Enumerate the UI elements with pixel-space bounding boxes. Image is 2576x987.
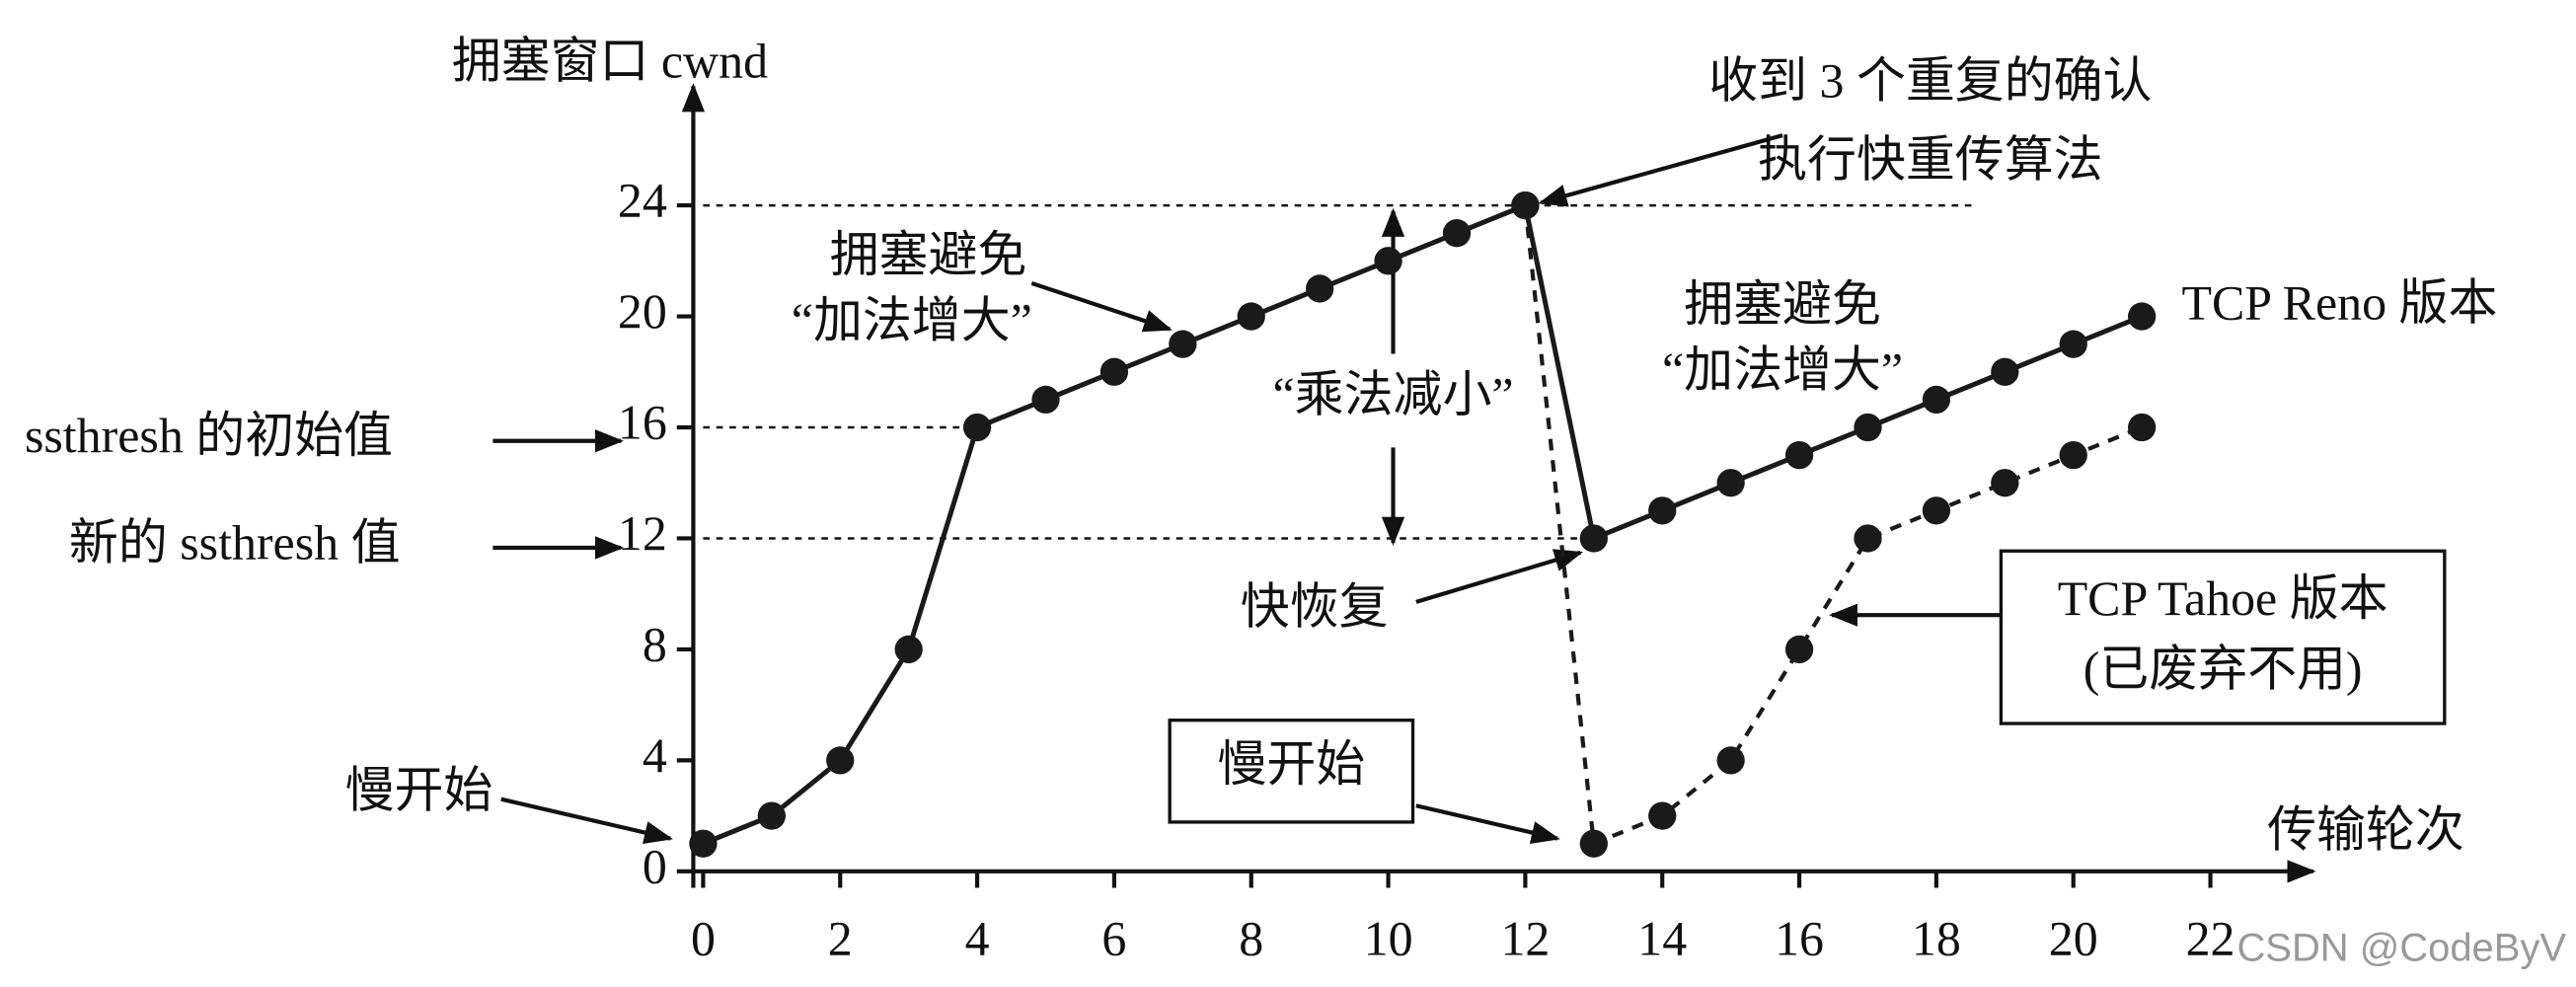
data-point bbox=[1442, 219, 1472, 248]
annotation: “加法增大” bbox=[792, 294, 1032, 348]
y-tick-label: 20 bbox=[618, 284, 667, 339]
data-point bbox=[2127, 302, 2157, 331]
x-tick-label: 12 bbox=[1500, 912, 1550, 966]
data-point bbox=[1922, 496, 1951, 525]
x-tick-label: 8 bbox=[1239, 912, 1263, 966]
series-line bbox=[702, 201, 2144, 847]
data-point bbox=[1716, 469, 1745, 497]
data-point bbox=[962, 413, 992, 442]
data-point bbox=[689, 829, 718, 858]
data-point bbox=[894, 635, 923, 664]
y-axis-title: 拥塞窗口 cwnd bbox=[452, 35, 768, 89]
data-point bbox=[1991, 469, 2019, 497]
series-label: TCP Tahoe 版本 bbox=[2058, 571, 2388, 626]
series-line bbox=[1523, 204, 2143, 847]
annotation-arrow bbox=[500, 797, 673, 844]
data-point bbox=[1579, 524, 1608, 553]
series-label: TCP Reno 版本 bbox=[2182, 275, 2498, 330]
y-tick-label: 24 bbox=[618, 174, 667, 228]
data-point bbox=[1511, 190, 1540, 220]
data-point bbox=[1031, 385, 1060, 415]
annotation: 新的 ssthresh 值 bbox=[69, 515, 401, 569]
annotation-arrow bbox=[1415, 803, 1560, 844]
x-tick-label: 10 bbox=[1364, 912, 1413, 966]
data-point bbox=[1922, 385, 1951, 415]
annotation: “乘法减小” bbox=[1273, 368, 1514, 422]
data-point bbox=[1784, 440, 1814, 470]
annotation: 收到 3 个重复的确认 bbox=[1708, 54, 2152, 109]
annotation: 慢开始 bbox=[1217, 737, 1365, 792]
y-tick-label: 0 bbox=[643, 839, 667, 893]
data-point bbox=[1854, 413, 1882, 442]
annotation-arrow bbox=[1538, 133, 1783, 207]
data-point bbox=[757, 801, 786, 830]
annotation: ssthresh 的初始值 bbox=[25, 409, 393, 463]
y-tick-label: 12 bbox=[618, 506, 667, 561]
annotation-box bbox=[1999, 549, 2447, 725]
data-point bbox=[1716, 746, 1745, 775]
data-point bbox=[1237, 302, 1265, 331]
watermark: CSDN @CodeByV bbox=[2236, 926, 2566, 969]
data-point bbox=[1306, 274, 1334, 303]
x-tick-label: 18 bbox=[1912, 912, 1961, 966]
data-point bbox=[1374, 247, 1402, 275]
x-tick-label: 14 bbox=[1637, 912, 1687, 966]
x-tick-label: 22 bbox=[2186, 912, 2235, 966]
y-tick-label: 8 bbox=[643, 617, 667, 671]
annotation-box bbox=[1168, 719, 1415, 824]
annotation: “加法增大” bbox=[1662, 343, 1903, 398]
y-tick-label: 16 bbox=[618, 395, 667, 449]
data-point bbox=[1854, 524, 1882, 553]
x-tick-label: 16 bbox=[1775, 912, 1824, 966]
x-tick-label: 0 bbox=[691, 912, 716, 966]
data-point bbox=[1169, 330, 1197, 358]
y-tick-label: 4 bbox=[643, 728, 667, 783]
data-point bbox=[826, 746, 855, 775]
x-tick-label: 4 bbox=[965, 912, 990, 966]
x-tick-label: 6 bbox=[1101, 912, 1126, 966]
annotation-arrow bbox=[1030, 280, 1173, 333]
x-tick-label: 2 bbox=[828, 912, 853, 966]
annotation: (已废弃不用) bbox=[2084, 643, 2363, 697]
data-point bbox=[1991, 357, 2019, 386]
annotation-arrow bbox=[1415, 549, 1584, 604]
annotation: 拥塞避免 bbox=[1684, 277, 1881, 332]
data-point bbox=[1648, 496, 1677, 525]
data-point bbox=[1099, 357, 1129, 386]
data-point bbox=[2127, 413, 2157, 442]
data-point bbox=[2059, 330, 2087, 358]
annotation: 慢开始 bbox=[345, 764, 493, 818]
data-point bbox=[2059, 440, 2087, 470]
x-tick-label: 20 bbox=[2049, 912, 2098, 966]
data-point bbox=[1579, 829, 1608, 858]
data-point bbox=[1784, 635, 1814, 664]
annotation: 快恢复 bbox=[1241, 579, 1389, 634]
annotation: 拥塞避免 bbox=[830, 228, 1027, 282]
data-point bbox=[1648, 801, 1677, 830]
annotation: 执行快重传算法 bbox=[1758, 133, 2102, 188]
x-axis-title: 传输轮次 bbox=[2267, 803, 2464, 858]
